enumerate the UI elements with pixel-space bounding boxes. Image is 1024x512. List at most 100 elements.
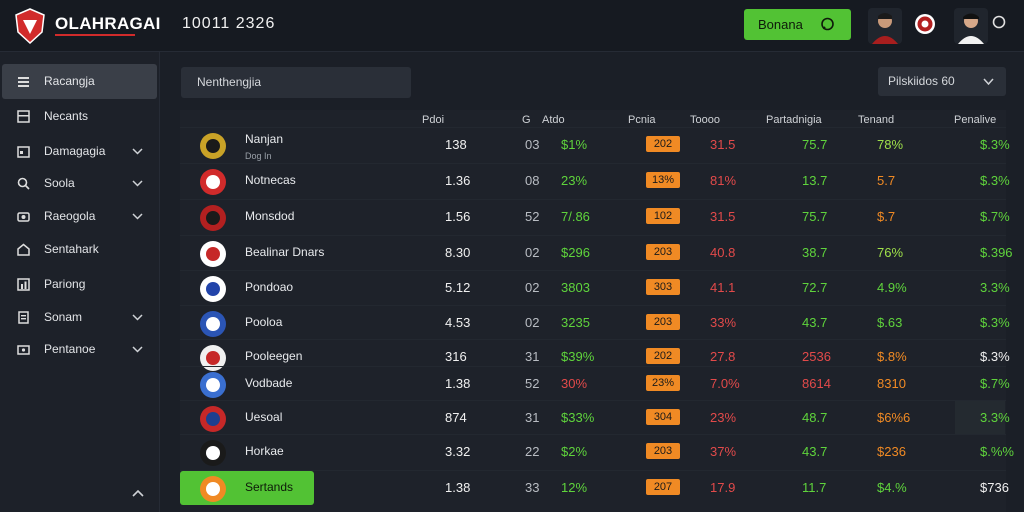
table-cell: 31 <box>525 349 540 364</box>
value-pill: 13% <box>646 172 680 188</box>
cell-highlight <box>955 401 1005 435</box>
table-row[interactable]: Pooloa 4.53 02 3235 203 33% 43.7 $.63 $.3% <box>180 305 1010 339</box>
team-crest-icon <box>200 276 226 302</box>
person-icon <box>954 8 988 44</box>
team-name[interactable]: Nanjan <box>245 132 284 146</box>
sidebar-item-3[interactable]: Soola <box>2 166 157 201</box>
user-avatar[interactable] <box>868 8 902 44</box>
table-row[interactable]: Vodbade 1.38 52 30% 23% 7.0% 8614 8310 $.7% <box>180 366 1010 400</box>
table-cell: 4.53 <box>445 315 471 330</box>
team-name[interactable]: Sertands <box>245 480 294 494</box>
column-header[interactable]: G <box>522 114 531 126</box>
column-header[interactable]: Penalive <box>954 114 997 126</box>
table-cell: 02 <box>525 315 540 330</box>
filter-dropdown[interactable]: Pilskiidos 60 <box>878 67 1006 96</box>
team-crest-icon <box>200 406 226 432</box>
team-name[interactable]: Monsdod <box>245 209 295 223</box>
brand-shield-logo[interactable] <box>14 8 46 44</box>
table-cell: 75.7 <box>802 137 828 152</box>
table-cell: $1% <box>561 137 588 152</box>
table-cell: 17.9 <box>710 480 736 495</box>
table-cell: $39% <box>561 349 595 364</box>
team-name[interactable]: Pooloa <box>245 315 283 329</box>
team-name[interactable]: Horkae <box>245 444 284 458</box>
sidebar-item-6[interactable]: Pariong <box>2 267 157 302</box>
team-name[interactable]: Bealinar Dnars <box>245 245 325 259</box>
table-row[interactable]: Notnecas 1.36 08 23% 13% 81% 13.7 5.7 $.3% <box>180 163 1010 197</box>
table-row[interactable]: Uesoal 874 31 $33% 304 23% 48.7 $6%6 3.3% <box>180 400 1010 435</box>
chat-icon <box>821 17 834 31</box>
table-cell: 874 <box>445 410 467 425</box>
value-pill: 304 <box>646 409 680 425</box>
brand-name: OLAHRAGAI <box>55 14 161 33</box>
sidebar-item-4[interactable]: Raeogola <box>2 199 157 234</box>
main-content: Nenthengjia Pilskiidos 60 Pdoi G Atdo Pc… <box>160 52 1024 512</box>
team-name[interactable]: Pooleegen <box>245 349 303 363</box>
value-pill: 202 <box>646 136 680 152</box>
sidebar-item-5[interactable]: Sentahark <box>2 232 157 267</box>
table-row[interactable]: Nanjan Dog In 138 03 $1% 202 31.5 75.7 78% $.3% <box>180 127 1010 161</box>
table-cell: $.8% <box>877 349 907 364</box>
table-row[interactable]: Bealinar Dnars 8.30 02 $296 203 40.8 38.7 76% $.… <box>180 235 1013 269</box>
table-row[interactable]: Pondoao 5.12 02 3803 303 41.1 72.7 4.9% 3.3% <box>180 270 1010 304</box>
sidebar-item-label: Sonam <box>44 310 83 324</box>
team-name[interactable]: Uesoal <box>245 410 283 424</box>
table-cell: 31.5 <box>710 137 736 152</box>
clock-readout: 10011 2326 <box>182 15 276 32</box>
value-pill: 207 <box>646 479 680 495</box>
table-cell: $4.% <box>877 480 907 495</box>
table-cell: 23% <box>561 173 588 188</box>
table-cell: 27.8 <box>710 349 736 364</box>
table-cell: 48.7 <box>802 410 828 425</box>
document-icon <box>18 311 29 324</box>
table-cell: $6%6 <box>877 410 911 425</box>
sidebar-item-2[interactable]: Damagagia <box>2 134 157 169</box>
table-row[interactable]: Monsdod 1.56 52 7/.86 102 31.5 75.7 $.7 $.7% <box>180 199 1010 233</box>
table-row[interactable]: Sertands 1.38 33 12% 207 17.9 11.7 $4.% $736 <box>180 470 1009 505</box>
table-cell: 33% <box>710 315 737 330</box>
table-cell: 02 <box>525 245 540 260</box>
column-header[interactable]: Partadnigia <box>766 114 822 126</box>
chevron-up-icon[interactable] <box>131 488 145 498</box>
sidebar-item-label: Pentanoe <box>44 342 96 356</box>
club-crest-icon[interactable] <box>913 11 937 37</box>
column-header[interactable]: Atdo <box>542 114 565 126</box>
table-cell: 08 <box>525 173 540 188</box>
team-name[interactable]: Pondoao <box>245 280 294 294</box>
sidebar-item-1[interactable]: Necants <box>2 99 157 134</box>
primary-action-button[interactable]: Bonana <box>744 9 851 40</box>
table-cell: $.7% <box>980 209 1010 224</box>
sidebar-item-7[interactable]: Sonam <box>2 300 157 335</box>
sidebar: Racangja Necants Damagagia Soola Raeogol… <box>0 52 160 512</box>
value-pill: 203 <box>646 314 680 330</box>
team-name[interactable]: Notnecas <box>245 173 296 187</box>
close-icon[interactable] <box>992 15 1006 29</box>
table-cell: $.7% <box>980 376 1010 391</box>
sidebar-item-0[interactable]: Racangja <box>2 64 157 99</box>
settings-icon <box>17 345 30 355</box>
table-cell: 3803 <box>561 280 590 295</box>
table-cell: 31 <box>525 410 540 425</box>
table-cell: $296 <box>561 245 590 260</box>
table-cell: 3.32 <box>445 444 471 459</box>
table-cell: $2% <box>561 444 588 459</box>
table-cell: 43.7 <box>802 444 828 459</box>
search-input[interactable]: Nenthengjia <box>181 67 411 98</box>
column-header[interactable]: Toooo <box>690 114 720 126</box>
team-name[interactable]: Vodbade <box>245 376 293 390</box>
table-cell: 76% <box>877 245 904 260</box>
camera-icon <box>17 212 30 222</box>
value-pill: 23% <box>646 375 680 391</box>
column-header[interactable]: Tenand <box>858 114 895 126</box>
sidebar-item-8[interactable]: Pentanoe <box>2 332 157 367</box>
chevron-down-icon <box>132 213 143 220</box>
column-header[interactable]: Pcnia <box>628 114 656 126</box>
table-row[interactable]: Horkae 3.32 22 $2% 203 37% 43.7 $236 $.%% <box>180 434 1014 468</box>
filter-label: Pilskiidos 60 <box>888 74 955 88</box>
column-header[interactable]: Pdoi <box>422 114 445 126</box>
table-cell: 4.9% <box>877 280 907 295</box>
table-cell: 3.3% <box>980 410 1010 425</box>
table-cell: 23% <box>710 410 737 425</box>
secondary-avatar[interactable] <box>954 8 988 44</box>
table-row[interactable]: Pooleegen 316 31 $39% 202 27.8 2536 $.8% $.3% <box>180 339 1010 373</box>
